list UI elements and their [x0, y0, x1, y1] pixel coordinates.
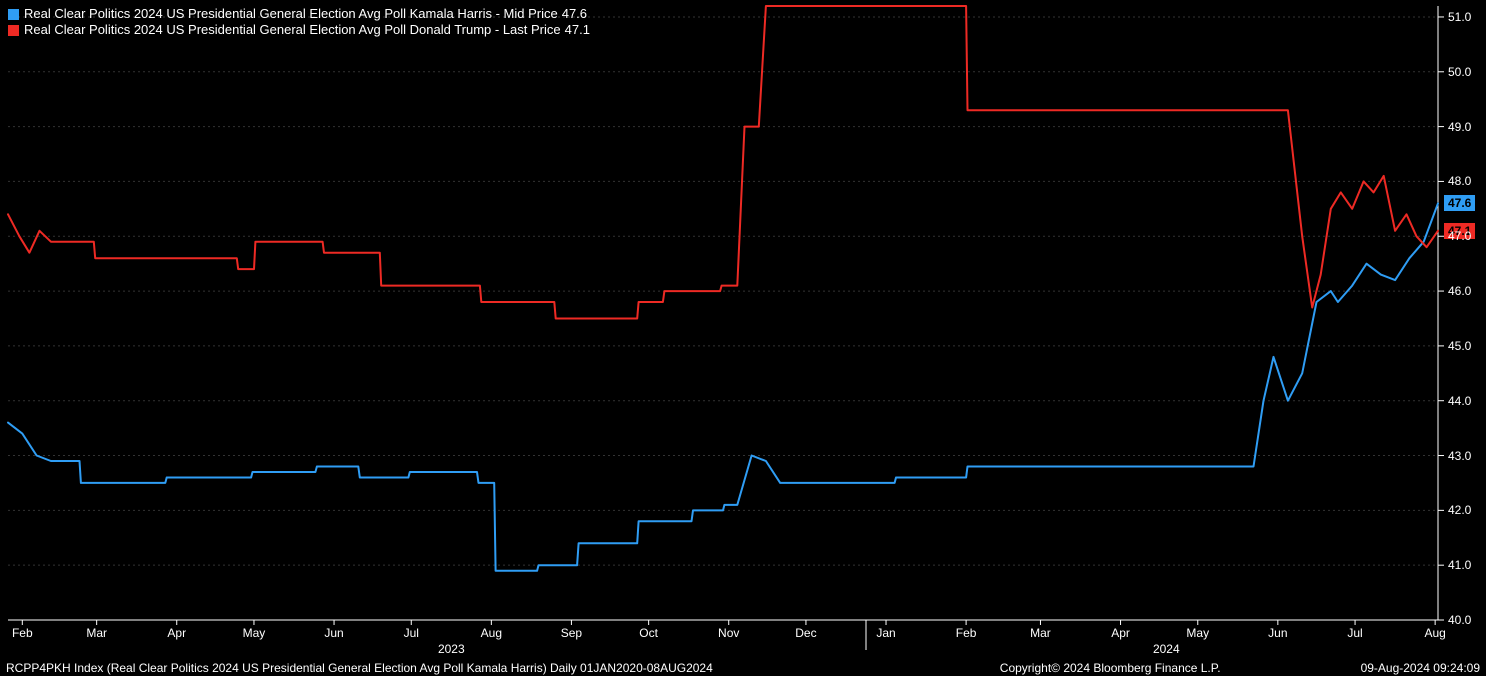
x-tick-label: Apr: [167, 626, 186, 640]
y-tick-label: 43.0: [1448, 449, 1471, 463]
chart-container: Real Clear Politics 2024 US Presidential…: [0, 0, 1486, 676]
legend-swatch-trump: [8, 25, 19, 36]
x-tick-label: Mar: [1030, 626, 1051, 640]
legend: Real Clear Politics 2024 US Presidential…: [8, 6, 590, 38]
x-tick-label: Jun: [324, 626, 343, 640]
y-tick-label: 46.0: [1448, 284, 1471, 298]
x-tick-label: Feb: [956, 626, 977, 640]
footer-copyright: Copyright© 2024 Bloomberg Finance L.P.: [713, 661, 1361, 675]
footer-timestamp: 09-Aug-2024 09:24:09: [1361, 661, 1480, 675]
y-tick-label: 51.0: [1448, 10, 1471, 24]
x-tick-label: Jan: [876, 626, 895, 640]
footer-index-desc: RCPP4PKH Index (Real Clear Politics 2024…: [6, 661, 713, 675]
x-tick-label: Aug: [1424, 626, 1445, 640]
chart-svg: [0, 0, 1486, 676]
x-tick-label: Jun: [1268, 626, 1287, 640]
x-tick-label: Aug: [481, 626, 502, 640]
y-tick-label: 40.0: [1448, 613, 1471, 627]
footer: RCPP4PKH Index (Real Clear Politics 2024…: [0, 659, 1486, 676]
x-year-label: 2024: [1153, 642, 1180, 656]
x-tick-label: Nov: [718, 626, 739, 640]
x-tick-label: Mar: [86, 626, 107, 640]
x-tick-label: Sep: [561, 626, 582, 640]
value-badge-harris: 47.6: [1444, 195, 1475, 211]
legend-row-harris: Real Clear Politics 2024 US Presidential…: [8, 6, 590, 22]
legend-label-harris: Real Clear Politics 2024 US Presidential…: [24, 6, 558, 22]
legend-row-trump: Real Clear Politics 2024 US Presidential…: [8, 22, 590, 38]
x-tick-label: Apr: [1111, 626, 1130, 640]
legend-value-harris: 47.6: [562, 6, 587, 22]
legend-value-trump: 47.1: [565, 22, 590, 38]
y-tick-label: 44.0: [1448, 394, 1471, 408]
x-tick-label: May: [1186, 626, 1209, 640]
x-tick-label: Oct: [639, 626, 658, 640]
x-tick-label: Dec: [795, 626, 816, 640]
y-tick-label: 48.0: [1448, 174, 1471, 188]
x-tick-label: May: [243, 626, 266, 640]
x-year-label: 2023: [438, 642, 465, 656]
x-tick-label: Jul: [1347, 626, 1362, 640]
y-tick-label: 50.0: [1448, 65, 1471, 79]
legend-label-trump: Real Clear Politics 2024 US Presidential…: [24, 22, 561, 38]
y-tick-label: 41.0: [1448, 558, 1471, 572]
y-tick-label: 47.0: [1448, 229, 1471, 243]
y-tick-label: 45.0: [1448, 339, 1471, 353]
legend-swatch-harris: [8, 9, 19, 20]
y-tick-label: 42.0: [1448, 503, 1471, 517]
x-tick-label: Feb: [12, 626, 33, 640]
x-tick-label: Jul: [404, 626, 419, 640]
y-tick-label: 49.0: [1448, 120, 1471, 134]
